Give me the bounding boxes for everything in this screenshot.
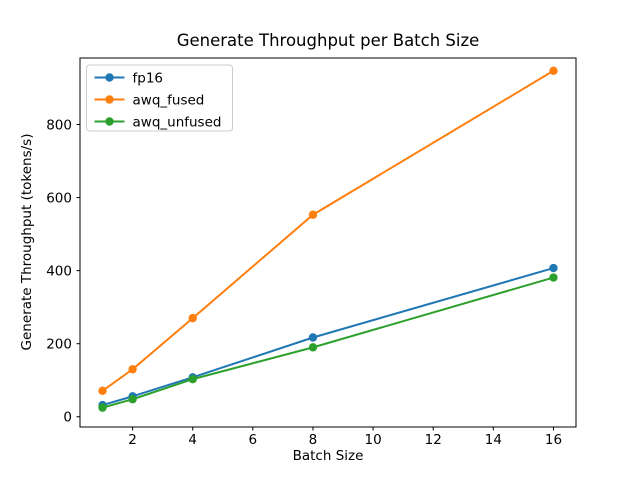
legend-label: awq_unfused <box>133 114 222 130</box>
legend-item-awq_unfused: awq_unfused <box>94 114 222 130</box>
y-tick-label: 800 <box>46 117 72 133</box>
y-axis-label: Generate Throughput (tokens/s) <box>19 133 35 351</box>
legend-box <box>86 64 233 132</box>
data-point-awq_fused <box>98 386 107 396</box>
x-axis-label: Batch Size <box>292 448 364 464</box>
chart-title: Generate Throughput per Batch Size <box>176 31 480 50</box>
x-tick-label: 2 <box>128 432 137 448</box>
legend-label: fp16 <box>133 70 164 86</box>
y-tick-label: 0 <box>63 410 72 426</box>
y-tick-label: 600 <box>46 190 72 206</box>
x-tick-label: 14 <box>485 432 502 448</box>
data-point-awq_unfused <box>128 395 137 404</box>
data-point-awq_fused <box>128 365 137 374</box>
y-tick-label: 400 <box>46 263 72 279</box>
data-point-awq_fused <box>549 66 558 75</box>
legend-marker <box>105 95 114 104</box>
x-tick-label: 8 <box>309 432 318 448</box>
data-point-awq_unfused <box>308 343 318 352</box>
x-tick-label: 10 <box>364 432 381 448</box>
axes: 2 4 6 8 10 12 14 16 0 200 400 600 800 <box>46 57 577 448</box>
series-awq_unfused <box>98 273 558 412</box>
x-tick-label: 6 <box>249 432 258 448</box>
legend-marker <box>105 117 114 126</box>
series-line-awq_unfused <box>101 276 555 409</box>
series-awq_fused <box>98 66 558 396</box>
legend-item-fp16: fp16 <box>94 70 164 86</box>
data-point-awq_unfused <box>188 374 197 384</box>
legend-label: awq_fused <box>133 92 205 108</box>
data-series <box>98 66 558 412</box>
data-point-awq_unfused <box>98 403 107 412</box>
x-tick-label: 12 <box>425 432 442 448</box>
data-point-awq_fused <box>188 313 197 323</box>
x-tick-label: 16 <box>545 432 562 448</box>
y-tick-label: 200 <box>46 337 72 353</box>
plot-border <box>79 57 577 428</box>
legend: fp16 awq_fused awq_unfused <box>86 64 233 132</box>
legend-item-awq_fused: awq_fused <box>94 92 205 108</box>
x-tick-label: 4 <box>188 432 197 448</box>
data-point-awq_unfused <box>549 273 558 282</box>
data-point-awq_fused <box>308 210 318 219</box>
data-point-fp16 <box>549 263 558 273</box>
data-point-fp16 <box>308 333 318 342</box>
legend-marker <box>105 73 114 82</box>
